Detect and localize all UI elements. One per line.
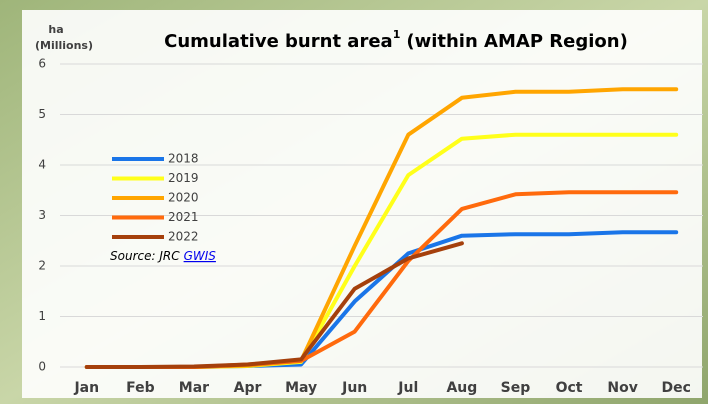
x-tick-label: Jan: [73, 380, 99, 396]
y-tick-label: 2: [38, 259, 46, 273]
y-tick-label: 3: [38, 208, 46, 222]
x-tick-label: Aug: [446, 380, 477, 396]
title-main: Cumulative burnt area: [164, 31, 393, 52]
legend-label: 2020: [168, 191, 199, 205]
source-link[interactable]: GWIS: [184, 249, 217, 263]
legend-label: 2022: [168, 230, 199, 244]
legend-label: 2018: [168, 152, 199, 166]
x-tick-label: Feb: [126, 380, 155, 396]
source: Source: JRC GWIS: [110, 249, 216, 263]
x-tick-label: Jul: [397, 380, 418, 396]
x-tick-label: Jun: [341, 380, 367, 396]
x-tick-label: Mar: [179, 380, 209, 396]
x-tick-label: Apr: [234, 380, 262, 396]
y-label-unit: (Millions): [35, 39, 93, 52]
y-label: ha: [48, 23, 63, 36]
chart: ha (Millions) Cumulative burnt area1(wit…: [0, 0, 708, 404]
legend-label: 2019: [168, 171, 199, 185]
chart-area: [22, 10, 702, 398]
y-tick-label: 6: [38, 57, 46, 71]
x-tick-label: Dec: [661, 380, 690, 396]
y-tick-label: 0: [38, 360, 46, 374]
title-superscript: 1: [393, 28, 401, 41]
y-tick-label: 1: [38, 309, 46, 323]
source-text: Source: JRC: [110, 249, 180, 263]
x-tick-label: May: [285, 380, 317, 396]
legend-label: 2021: [168, 210, 199, 224]
x-tick-label: Nov: [607, 380, 637, 396]
x-tick-label: Oct: [556, 380, 583, 396]
y-tick-label: 5: [38, 107, 46, 121]
title-suffix: (within AMAP Region): [406, 31, 627, 52]
page: {"chart_data": {"type": "line", "title":…: [0, 0, 708, 404]
y-tick-label: 4: [38, 158, 46, 172]
x-tick-label: Sep: [501, 380, 531, 396]
